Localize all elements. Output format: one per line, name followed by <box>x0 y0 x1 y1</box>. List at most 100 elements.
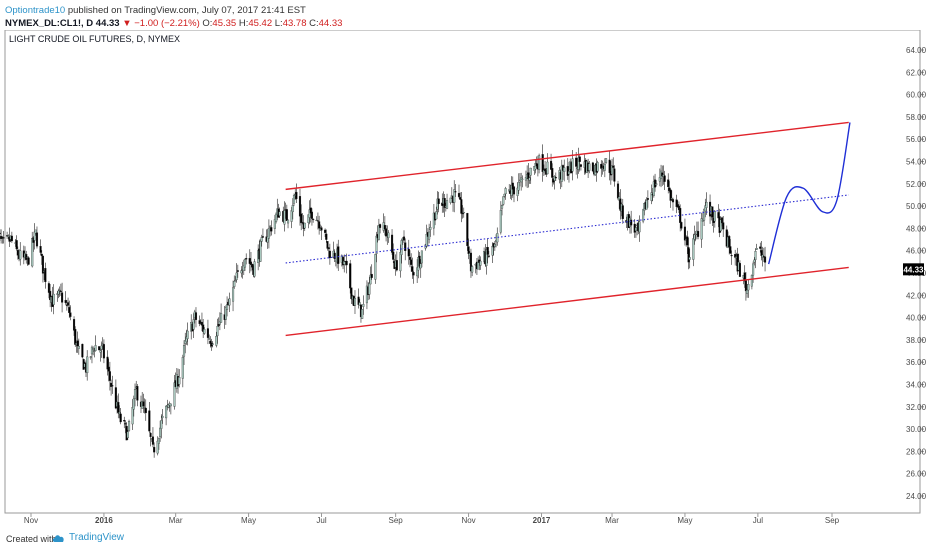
candle-down <box>459 197 462 200</box>
candle-down <box>337 246 340 264</box>
candle-up <box>275 213 278 222</box>
channel-midline <box>285 194 849 264</box>
candle-down <box>687 247 690 263</box>
candle-up <box>253 261 256 277</box>
y-tick-label: 34.00 <box>906 381 927 390</box>
candle-up <box>655 183 658 185</box>
candle-down <box>44 268 47 283</box>
candle-up <box>499 209 502 233</box>
candle-up <box>610 165 614 175</box>
candle-down <box>328 250 331 259</box>
y-tick-label: 40.00 <box>906 314 927 323</box>
candle-up <box>226 304 229 310</box>
candle-up <box>428 231 431 240</box>
candle-down <box>324 229 327 233</box>
x-axis[interactable]: Nov 2016 Mar May Jul Sep Nov 2017 Mar May Jul Sep <box>24 513 840 525</box>
x-tick-label: May <box>241 516 256 525</box>
candle-up <box>596 162 599 172</box>
symbol-name: NYMEX_DL:CL1!, D <box>5 18 94 29</box>
candle-up <box>260 237 263 242</box>
candle-up <box>747 284 750 291</box>
candle-down <box>759 246 762 249</box>
candle-down <box>236 270 239 272</box>
candle-up <box>750 274 753 287</box>
candle-down <box>320 227 323 231</box>
candle-up <box>77 346 80 349</box>
candle-up <box>273 219 276 229</box>
x-tick-label: Sep <box>389 516 404 525</box>
candle-up <box>203 329 206 334</box>
brand-name: TradingView <box>69 532 125 543</box>
chart-header: Optiontrade10 published on TradingView.c… <box>5 4 342 30</box>
candle-down <box>10 235 13 242</box>
candle-up <box>500 205 504 209</box>
candle-up <box>208 338 211 340</box>
x-tick-label: May <box>677 516 692 525</box>
candle-down <box>390 234 394 253</box>
candle-up <box>292 195 296 204</box>
candle-up <box>211 343 214 345</box>
candle-down <box>350 287 353 300</box>
candle-down <box>461 213 464 215</box>
candle-up <box>160 420 163 429</box>
candle-up <box>701 220 704 222</box>
candle-down <box>108 371 111 381</box>
candle-down <box>392 251 395 260</box>
candle-down <box>81 343 84 358</box>
candle-down <box>327 247 330 249</box>
candle-up <box>181 357 184 379</box>
candle-down <box>41 255 45 274</box>
candle-up <box>228 298 231 306</box>
y-axis[interactable]: 24.00 26.00 28.00 30.00 32.00 34.00 36.00 38.00… <box>906 46 927 501</box>
candle-up <box>429 227 432 230</box>
candle-down <box>142 401 145 407</box>
candle-down <box>333 252 336 259</box>
candle-up <box>520 177 523 183</box>
tradingview-logo[interactable]: TradingView <box>52 532 124 543</box>
candle-up <box>358 302 361 306</box>
candle-up <box>267 228 270 239</box>
y-tick-label: 46.00 <box>906 247 927 256</box>
author-link[interactable]: Optiontrade10 <box>5 5 66 16</box>
candle-down <box>730 255 733 257</box>
candle-up <box>753 259 756 263</box>
candle-down <box>578 156 581 162</box>
x-tick-label: 2016 <box>95 516 113 525</box>
candle-down <box>61 292 64 303</box>
x-tick-label: Mar <box>169 516 183 525</box>
candle-down <box>680 222 683 229</box>
candle-down <box>16 249 19 256</box>
drawings <box>285 121 851 337</box>
y-tick-label: 36.00 <box>906 358 927 367</box>
candle-down <box>412 272 415 276</box>
candle-up <box>529 167 532 176</box>
candle-down <box>148 410 151 432</box>
candle-down <box>102 344 105 359</box>
candle-down <box>270 227 273 232</box>
candle-down <box>460 199 463 214</box>
candle-down <box>316 220 319 222</box>
candle-down <box>487 255 490 257</box>
publish-line: Optiontrade10 published on TradingView.c… <box>5 4 342 17</box>
candle-down <box>407 248 410 257</box>
candle-up <box>33 231 36 241</box>
chart-area[interactable]: LIGHT CRUDE OIL FUTURES, D, NYMEX 24.00 2… <box>0 29 932 528</box>
candle-down <box>310 211 313 219</box>
candle-up <box>755 248 758 250</box>
y-tick-label: 58.00 <box>906 113 927 122</box>
candle-down <box>579 164 582 167</box>
candle-up <box>471 266 474 273</box>
candle-down <box>194 312 198 320</box>
candle-down <box>312 218 315 221</box>
candle-up <box>553 175 556 181</box>
candle-up <box>133 389 137 399</box>
price-chart[interactable]: LIGHT CRUDE OIL FUTURES, D, NYMEX 24.002… <box>0 29 932 528</box>
candle-down <box>27 257 30 265</box>
y-tick-label: 32.00 <box>906 403 927 412</box>
candle-down <box>325 233 328 240</box>
candle-up <box>235 272 238 280</box>
open-value: 45.35 <box>212 18 237 29</box>
y-tick-label: 54.00 <box>906 158 927 167</box>
candle-down <box>683 226 687 241</box>
candle-up <box>713 211 716 222</box>
